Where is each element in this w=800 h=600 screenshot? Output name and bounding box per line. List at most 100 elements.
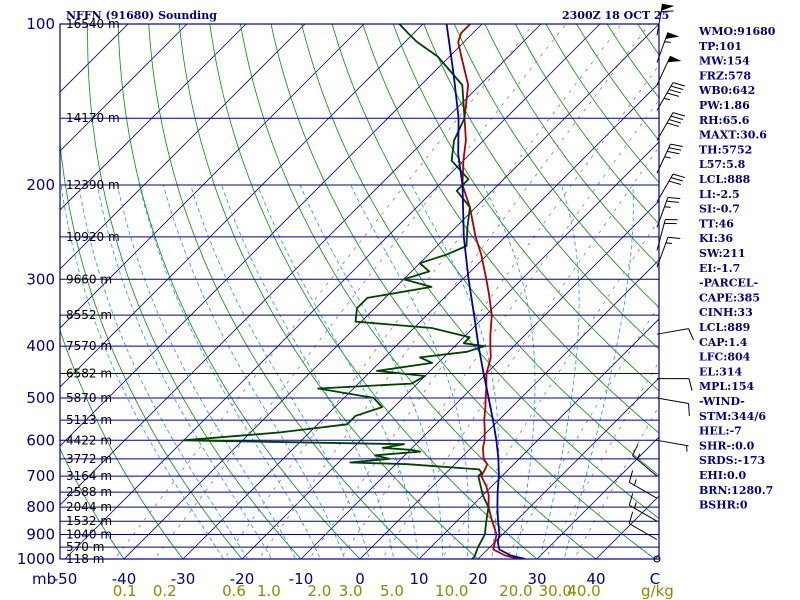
- mixing-ratio-tick-label: 0.2: [153, 582, 177, 600]
- mixing-ratio-line: [154, 24, 567, 559]
- isotherm-line: [418, 318, 659, 559]
- index-item: MAXT:30.6: [699, 129, 767, 142]
- mixing-ratio-line: [505, 304, 659, 559]
- index-item: SRDS:-173: [699, 454, 765, 467]
- wind-barb: [628, 511, 658, 541]
- mixing-ratio-tick-label: 30.0: [539, 582, 572, 600]
- mixing-ratio-line: [223, 24, 623, 559]
- dewpoint-trace: [182, 24, 490, 559]
- mixing-ratio-tick-label: 20.0: [499, 582, 532, 600]
- height-label: 118 m: [66, 552, 104, 566]
- pressure-tick-label: 900: [26, 526, 55, 544]
- dry-adiabat-line: [60, 328, 184, 559]
- dry-adiabat-line: [60, 139, 243, 559]
- index-item: STM:344/6: [699, 410, 766, 423]
- mixing-ratio-tick-label: 10.0: [435, 582, 468, 600]
- index-item: MW:154: [699, 55, 750, 68]
- height-label: 1040 m: [66, 528, 112, 542]
- height-label: 2588 m: [66, 485, 112, 499]
- index-item: CINH:33: [699, 306, 753, 319]
- dry-adiabat-line: [270, 24, 656, 559]
- moist-adiabat-line: [117, 185, 297, 559]
- pressure-tick-label: 700: [26, 467, 55, 485]
- index-item: SW:211: [699, 247, 746, 260]
- moist-adiabat-line: [257, 184, 419, 559]
- pressure-tick-label: 200: [26, 176, 55, 194]
- wind-barb: [656, 173, 686, 203]
- isotherm-line: [477, 377, 659, 559]
- moist-adiabat-line: [190, 184, 370, 559]
- station-title: NFFN (91680) Sounding: [66, 9, 217, 22]
- height-label: 5113 m: [66, 413, 112, 427]
- index-item: EL:314: [699, 365, 742, 378]
- wind-barb: [656, 219, 678, 251]
- index-item: BSHR:0: [699, 499, 748, 512]
- index-item: WB0:642: [698, 84, 755, 97]
- pressure-tick-label: 800: [26, 498, 55, 516]
- height-label: 10920 m: [66, 230, 120, 244]
- moist-adiabat-line: [221, 184, 395, 559]
- wind-barb: [656, 3, 675, 36]
- index-item: CAP:1.4: [699, 336, 748, 349]
- temperature-tick-label: 40: [586, 570, 605, 588]
- dry-adiabat-line: [301, 24, 659, 520]
- sounding-traces: [182, 24, 526, 559]
- wind-barb: [628, 493, 658, 522]
- height-label: 14170 m: [66, 111, 120, 125]
- mixing-ratio-line: [114, 24, 534, 559]
- isotherm-line: [241, 141, 659, 559]
- height-label: 1532 m: [66, 514, 112, 528]
- index-item: EHI:0.0: [699, 469, 746, 482]
- isotherm-line: [60, 24, 247, 211]
- dry-adiabat-line: [453, 24, 659, 308]
- height-label: 7570 m: [66, 339, 112, 353]
- index-item: LCL:889: [699, 321, 750, 334]
- moist-adiabat-line: [163, 184, 346, 559]
- pressure-tick-label: 400: [26, 337, 55, 355]
- mixing-ratio-line: [340, 99, 659, 559]
- wind-barb: [656, 439, 689, 452]
- index-item: L57:5.8: [699, 158, 746, 171]
- index-item: SI:-0.7: [699, 203, 740, 216]
- index-item: TT:46: [699, 217, 734, 230]
- plot-frame: [59, 23, 660, 560]
- dry-adiabat-line: [392, 24, 659, 392]
- pressure-tick-label: 1000: [17, 550, 55, 568]
- index-item: -PARCEL-: [699, 277, 758, 290]
- index-item: TH:5752: [699, 143, 752, 156]
- moist-adiabat-line: [138, 185, 321, 559]
- pressure-tick-label: 100: [26, 15, 55, 33]
- mixing-ratio-labels: 0.1 0.2 0.6 1.0 2.0 3.0 5.0 10.0 20.0 30.040.0: [113, 582, 601, 600]
- mixing-ratio-line: [381, 146, 659, 559]
- mixing-ratio-line: [441, 219, 659, 559]
- height-label: 16540 m: [66, 17, 120, 31]
- index-item: KI:36: [699, 232, 733, 245]
- isotherm-line: [359, 259, 659, 559]
- index-item: HEL:-7: [699, 425, 742, 438]
- isotherm-line: [60, 24, 188, 152]
- isotherm-line: [123, 24, 659, 559]
- isotherm-line: [60, 24, 306, 270]
- moist-adiabat-line: [78, 185, 248, 559]
- dry-adiabat-line: [178, 24, 479, 559]
- wind-barbs: [628, 3, 695, 563]
- dry-adiabat-grid: [60, 24, 659, 559]
- temperature-tick-label: 30: [527, 570, 546, 588]
- index-item: PW:1.86: [699, 99, 750, 112]
- wind-barb: [657, 378, 693, 391]
- wind-barb: [632, 444, 658, 477]
- mixing-ratio-line: [308, 64, 659, 559]
- height-label: 3772 m: [66, 452, 112, 466]
- mixing-ratio-tick-label: 40.0: [567, 582, 600, 600]
- temperature-tick-label: -20: [230, 570, 255, 588]
- moist-adiabat-line: [563, 185, 634, 559]
- index-item: -WIND-: [699, 395, 745, 408]
- moist-adiabat-line: [97, 185, 273, 559]
- isotherm-line: [60, 24, 365, 329]
- pressure-tick-label: 500: [26, 389, 55, 407]
- temperature-tick-label: -50: [53, 570, 78, 588]
- wind-barb: [656, 397, 690, 416]
